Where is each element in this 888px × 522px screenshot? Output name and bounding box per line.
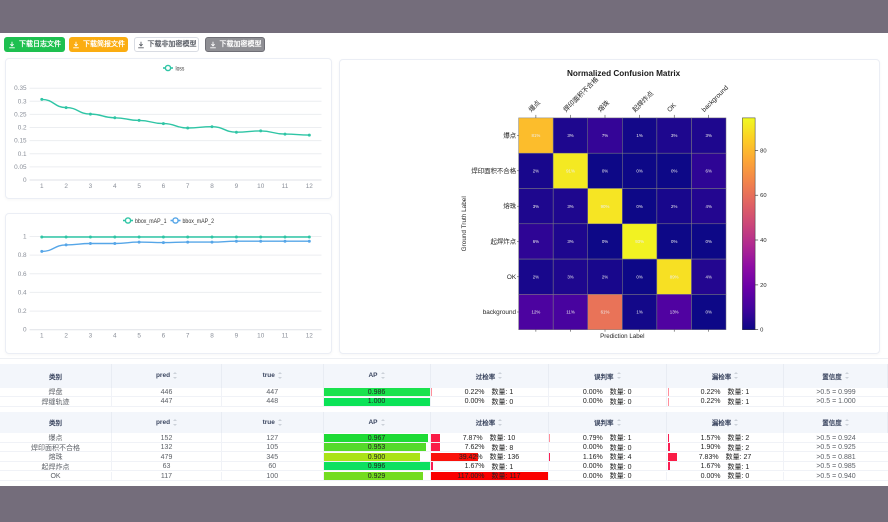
svg-text:3%: 3% xyxy=(567,204,573,209)
svg-text:1: 1 xyxy=(40,333,44,340)
svg-text:4%: 4% xyxy=(706,204,712,209)
svg-text:2%: 2% xyxy=(671,204,677,209)
svg-text:0%: 0% xyxy=(602,239,608,244)
svg-text:7: 7 xyxy=(186,183,190,190)
svg-text:11%: 11% xyxy=(566,310,575,315)
svg-text:7%: 7% xyxy=(602,133,608,138)
svg-text:bbox_mAP_2: bbox_mAP_2 xyxy=(183,218,215,225)
svg-text:80: 80 xyxy=(760,148,766,154)
svg-text:起焊炸点: 起焊炸点 xyxy=(630,89,655,114)
svg-text:0.6: 0.6 xyxy=(18,271,27,278)
svg-text:background: background xyxy=(483,309,517,316)
svg-text:2: 2 xyxy=(64,183,68,190)
svg-text:熔珠: 熔珠 xyxy=(503,201,516,210)
svg-text:0: 0 xyxy=(760,328,763,334)
svg-text:2%: 2% xyxy=(533,274,539,279)
svg-text:0%: 0% xyxy=(636,274,642,279)
svg-text:6: 6 xyxy=(162,183,166,190)
svg-text:0.2: 0.2 xyxy=(18,308,27,315)
svg-text:93%: 93% xyxy=(635,239,644,244)
svg-text:3%: 3% xyxy=(567,133,573,138)
svg-text:0.35: 0.35 xyxy=(14,85,27,92)
svg-text:0%: 0% xyxy=(706,310,712,315)
svg-text:0%: 0% xyxy=(636,204,642,209)
svg-text:0: 0 xyxy=(23,327,27,334)
svg-text:0.3: 0.3 xyxy=(18,98,27,105)
svg-text:0.2: 0.2 xyxy=(18,125,27,132)
svg-text:89%: 89% xyxy=(670,274,679,279)
svg-text:0.1: 0.1 xyxy=(18,151,27,158)
svg-text:0.05: 0.05 xyxy=(14,164,27,171)
svg-text:起焊炸点: 起焊炸点 xyxy=(491,236,517,245)
svg-text:爆点: 爆点 xyxy=(526,98,542,114)
svg-text:2%: 2% xyxy=(533,168,539,173)
svg-text:3: 3 xyxy=(89,333,93,340)
svg-text:0%: 0% xyxy=(602,168,608,173)
svg-text:1%: 1% xyxy=(636,310,642,315)
svg-text:3: 3 xyxy=(89,183,93,190)
svg-text:6: 6 xyxy=(162,333,166,340)
svg-text:4%: 4% xyxy=(706,274,712,279)
svg-text:8: 8 xyxy=(210,333,214,340)
svg-text:Ground Truth Label: Ground Truth Label xyxy=(461,196,468,251)
svg-text:0.15: 0.15 xyxy=(14,138,27,145)
svg-text:9: 9 xyxy=(235,333,239,340)
svg-text:3%: 3% xyxy=(567,274,573,279)
svg-text:Normalized Confusion Matrix: Normalized Confusion Matrix xyxy=(567,69,681,78)
svg-text:20: 20 xyxy=(760,283,766,289)
svg-text:爆点: 爆点 xyxy=(503,131,516,140)
svg-text:3%: 3% xyxy=(533,204,539,209)
svg-text:0.8: 0.8 xyxy=(18,252,27,259)
svg-text:6%: 6% xyxy=(706,168,712,173)
svg-text:1: 1 xyxy=(40,183,44,190)
svg-text:3%: 3% xyxy=(671,133,677,138)
svg-text:9: 9 xyxy=(235,183,239,190)
svg-text:0%: 0% xyxy=(636,168,642,173)
svg-text:8: 8 xyxy=(210,183,214,190)
svg-text:6%: 6% xyxy=(533,239,539,244)
svg-text:12: 12 xyxy=(306,183,314,190)
svg-text:熔珠: 熔珠 xyxy=(596,98,612,114)
svg-text:焊印面积不合格: 焊印面积不合格 xyxy=(561,75,600,114)
svg-text:2%: 2% xyxy=(602,274,608,279)
svg-text:OK: OK xyxy=(666,102,678,114)
svg-text:5: 5 xyxy=(137,333,141,340)
svg-text:0.25: 0.25 xyxy=(14,111,27,118)
svg-text:40: 40 xyxy=(760,238,766,244)
svg-text:61%: 61% xyxy=(601,310,610,315)
svg-text:11: 11 xyxy=(282,183,289,190)
svg-text:90%: 90% xyxy=(601,204,610,209)
svg-text:3%: 3% xyxy=(567,239,573,244)
svg-text:10: 10 xyxy=(257,183,265,190)
svg-text:60: 60 xyxy=(760,193,766,199)
svg-text:0: 0 xyxy=(23,177,27,184)
svg-text:1: 1 xyxy=(23,234,27,241)
svg-text:Prediction Label: Prediction Label xyxy=(600,333,644,340)
svg-text:91%: 91% xyxy=(566,168,575,173)
svg-text:焊印面积不合格: 焊印面积不合格 xyxy=(471,166,516,175)
svg-text:10: 10 xyxy=(257,333,265,340)
svg-text:OK: OK xyxy=(507,274,517,281)
svg-text:4: 4 xyxy=(113,183,117,190)
svg-text:13%: 13% xyxy=(670,310,679,315)
svg-text:background: background xyxy=(701,84,731,114)
svg-text:4: 4 xyxy=(113,333,117,340)
svg-text:loss: loss xyxy=(176,65,185,72)
svg-text:0%: 0% xyxy=(671,239,677,244)
svg-text:7: 7 xyxy=(186,333,190,340)
svg-text:bbox_mAP_1: bbox_mAP_1 xyxy=(135,218,167,225)
svg-text:0.4: 0.4 xyxy=(18,289,27,296)
svg-text:11: 11 xyxy=(282,333,289,340)
svg-text:12: 12 xyxy=(306,333,314,340)
svg-text:0%: 0% xyxy=(671,168,677,173)
svg-text:12%: 12% xyxy=(532,310,541,315)
svg-text:3%: 3% xyxy=(706,133,712,138)
svg-text:5: 5 xyxy=(137,183,141,190)
svg-text:2: 2 xyxy=(64,333,68,340)
svg-text:1%: 1% xyxy=(636,133,642,138)
svg-text:81%: 81% xyxy=(532,133,541,138)
svg-text:0%: 0% xyxy=(706,239,712,244)
